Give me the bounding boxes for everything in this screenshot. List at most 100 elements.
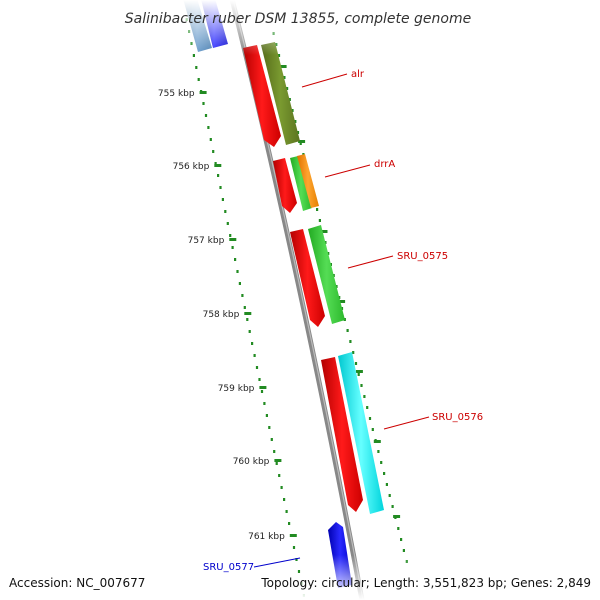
- ruler-dot: [273, 450, 276, 453]
- gene-SRU_0576-cds[interactable]: [321, 357, 363, 512]
- feature-dot: [385, 483, 388, 486]
- ruler-dot: [234, 258, 237, 261]
- ruler-tick-label: 755 kbp: [158, 89, 195, 99]
- gene-label-SRU_0576[interactable]: SRU_0576: [383, 412, 483, 430]
- ruler-dot: [297, 570, 301, 573]
- ruler-dot: [265, 414, 268, 417]
- ruler-dot: [283, 498, 286, 501]
- gene-label-SRU_0575[interactable]: SRU_0575: [347, 251, 448, 269]
- ruler-major-tick: [274, 459, 282, 462]
- ruler-dot: [192, 54, 195, 57]
- feature-tick: [298, 140, 306, 143]
- ruler-tick-labels: 755 kbp 756 kbp 757 kbp 758 kbp 759 kbp 760 k…: [158, 89, 285, 542]
- feature-dot: [397, 527, 400, 530]
- feature-dot: [286, 87, 289, 90]
- feature-tick: [355, 370, 363, 373]
- ruler-dot: [226, 222, 229, 225]
- fade-top: [170, 0, 290, 55]
- ruler-dot: [275, 462, 278, 465]
- ruler-dot: [285, 510, 288, 513]
- ruler-dot: [209, 138, 212, 141]
- feature-dot: [291, 109, 294, 112]
- ruler-dot: [270, 438, 273, 441]
- feature-dot: [371, 428, 374, 431]
- feature-dot: [377, 450, 380, 453]
- ruler-dot: [260, 390, 264, 393]
- ruler-dot: [207, 126, 210, 129]
- ruler-major-tick: [289, 534, 297, 537]
- fade-bottom: [300, 555, 420, 600]
- gene-drrA-cds[interactable]: [273, 158, 297, 213]
- ruler-tick-label: 760 kbp: [233, 457, 270, 467]
- ruler-dot: [268, 426, 271, 429]
- ruler-dot: [204, 114, 208, 117]
- ruler-dot: [217, 174, 220, 177]
- ruler-dot: [280, 486, 283, 489]
- ruler-dot: [219, 186, 222, 189]
- ruler-dot: [212, 150, 215, 153]
- ruler-tick-label: 757 kbp: [188, 236, 225, 246]
- ruler-dot: [221, 198, 224, 201]
- feature-dot: [296, 131, 300, 134]
- feature-dot: [327, 252, 330, 255]
- gene-SRU_0576[interactable]: [338, 352, 384, 514]
- feature-dot: [354, 362, 358, 365]
- feature-dot: [363, 395, 366, 398]
- gene-label-SRU_0576-text: SRU_0576: [432, 412, 483, 423]
- ruler-major-tick: [229, 238, 237, 241]
- ruler-dot: [292, 546, 296, 549]
- feature-dot: [283, 76, 286, 79]
- ruler-dot: [248, 330, 251, 333]
- feature-dot: [368, 417, 372, 420]
- ruler-dot: [263, 402, 266, 405]
- feature-dot: [294, 120, 297, 123]
- gene-SRU_0575[interactable]: [308, 225, 345, 324]
- ruler-major-tick: [244, 312, 252, 315]
- gene-drrA[interactable]: [290, 156, 312, 211]
- ruler-dot: [246, 318, 249, 321]
- ruler-dot: [288, 522, 291, 525]
- gene-label-alr[interactable]: alr: [301, 69, 365, 88]
- feature-dot: [380, 461, 383, 464]
- feature-tick: [320, 230, 328, 233]
- gene-drrA-partner[interactable]: [297, 154, 319, 208]
- gene-label-SRU_0577[interactable]: SRU_0577: [203, 557, 301, 573]
- ruler-major-tick: [259, 386, 267, 389]
- feature-dot: [352, 351, 355, 354]
- ruler-major-tick: [214, 164, 222, 167]
- ruler-tick-label: 758 kbp: [203, 310, 240, 320]
- feature-dot: [400, 538, 403, 541]
- gene-label-drrA-text: drrA: [374, 159, 395, 170]
- feature-tick: [279, 65, 287, 68]
- accession-text: Accession: NC_007677: [9, 576, 145, 590]
- feature-dot: [349, 340, 352, 343]
- feature-dot: [357, 373, 360, 376]
- ruler-dot: [241, 294, 244, 297]
- ruler-dot: [224, 210, 227, 213]
- gene-alr[interactable]: [261, 42, 300, 145]
- gene-SRU_0575-cds[interactable]: [290, 229, 325, 327]
- ruler-dot: [243, 306, 246, 309]
- ruler-dot: [253, 354, 256, 357]
- ruler-tick-label: 759 kbp: [218, 384, 255, 394]
- feature-tick: [373, 440, 381, 443]
- ruler-dot: [195, 66, 198, 69]
- feature-dot: [388, 494, 391, 497]
- ruler-dot: [278, 474, 281, 477]
- gene-label-alr-text: alr: [351, 69, 365, 80]
- feature-tick: [338, 300, 346, 303]
- gene-alr-cds[interactable]: [243, 45, 281, 147]
- feature-dot: [383, 472, 386, 475]
- feature-tick: [393, 515, 401, 518]
- ruler-dot: [295, 558, 298, 561]
- gene-label-drrA[interactable]: drrA: [324, 159, 395, 178]
- feature-dot: [391, 505, 394, 508]
- ruler-dot: [202, 102, 205, 105]
- feature-dot: [299, 142, 302, 145]
- ruler-dot: [229, 234, 232, 237]
- ruler-tick-label: 756 kbp: [173, 162, 210, 172]
- ruler-dot: [238, 282, 241, 285]
- ruler-dot: [214, 162, 217, 165]
- ruler-dot: [258, 378, 261, 381]
